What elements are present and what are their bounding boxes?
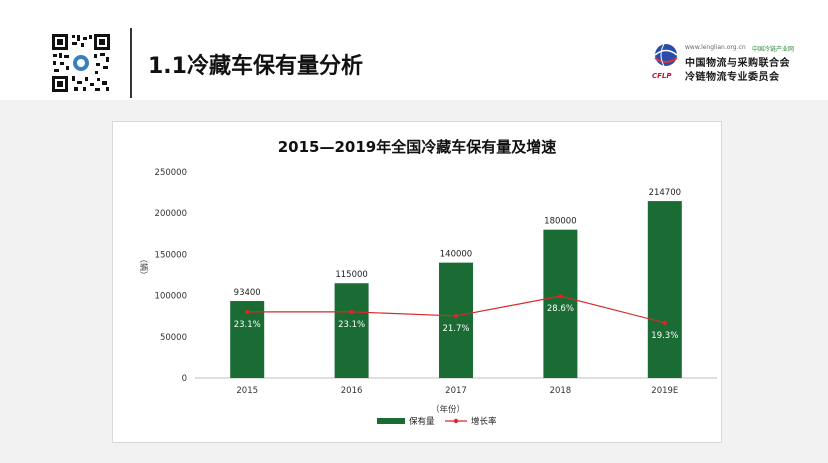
y-axis-label: （辆）: [139, 255, 149, 279]
bar-value-label: 93400: [234, 288, 261, 298]
y-tick-label: 150000: [155, 250, 187, 260]
globe-logo-icon: [654, 43, 678, 67]
bar-value-label: 214700: [649, 188, 681, 198]
growth-rate-label: 23.1%: [338, 320, 365, 330]
y-tick-label: 50000: [160, 333, 187, 343]
bar-2017: [439, 262, 473, 378]
y-tick-label: 250000: [155, 168, 187, 178]
logo-website: www.lenglian.org.cn: [685, 44, 746, 51]
growth-rate-point: [662, 320, 667, 325]
x-tick-label: 2016: [341, 386, 363, 396]
x-tick-label: 2018: [550, 386, 572, 396]
legend-label-line: 增长率: [471, 416, 497, 427]
legend-label-bar: 保有量: [409, 416, 435, 427]
chart-canvas: 0 50000 100000 150000 200000 250000 （辆） 93400 20…: [139, 168, 717, 427]
legend-swatch-point: [453, 418, 459, 424]
x-tick-label: 2015: [236, 386, 258, 396]
logo-acronym: CFLP: [652, 72, 672, 80]
x-tick-label: 2017: [445, 386, 467, 396]
chart-panel: 2015—2019年全国冷藏车保有量及增速 0 50000 100000 150000…: [112, 121, 722, 443]
header-divider: [130, 28, 132, 98]
logo-tagline: 中国冷链产业网: [752, 46, 795, 53]
growth-rate-label: 28.6%: [547, 304, 574, 314]
chart-title: 2015—2019年全国冷藏车保有量及增速: [277, 138, 557, 156]
growth-rate-point: [558, 293, 563, 299]
y-tick-label: 0: [182, 374, 187, 384]
bar-value-label: 180000: [544, 217, 576, 227]
y-tick-label: 200000: [155, 209, 187, 219]
bar-value-label: 140000: [440, 250, 472, 260]
bar-2019E: [647, 201, 682, 378]
bar-value-label: 115000: [335, 270, 367, 280]
legend-swatch-bar: [377, 418, 405, 424]
y-tick-label: 100000: [155, 292, 187, 302]
growth-rate-label: 19.3%: [651, 331, 678, 341]
bar-2016: [334, 283, 369, 378]
bar-2018: [543, 229, 578, 378]
logo-committee-name: 冷链物流专业委员会: [685, 72, 780, 83]
x-tick-label: 2019E: [651, 386, 678, 396]
org-logo: CFLP www.lenglian.org.cn 中国冷链产业网 中国物流与采购…: [650, 42, 820, 86]
growth-rate-label: 23.1%: [234, 320, 261, 330]
growth-rate-label: 21.7%: [442, 324, 469, 334]
x-axis-label: （年份）: [431, 404, 465, 415]
growth-rate-point: [245, 309, 250, 315]
page-title: 1.1冷藏车保有量分析: [148, 54, 363, 79]
slide-header: 1.1冷藏车保有量分析 CFLP www.lenglian.org.cn 中国冷…: [0, 0, 828, 100]
qr-code-icon: [50, 32, 112, 94]
growth-rate-point: [453, 313, 459, 319]
logo-org-name: 中国物流与采购联合会: [685, 58, 790, 69]
growth-rate-point: [349, 309, 354, 315]
